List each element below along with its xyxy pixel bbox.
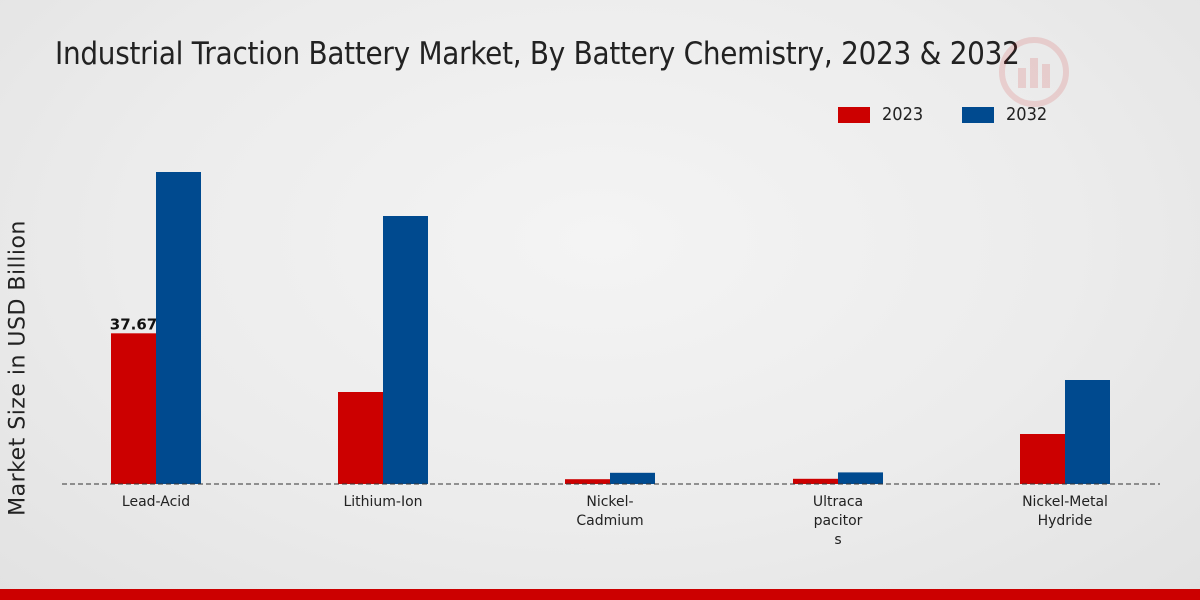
x-tick-label-nickel-cadmium: Nickel-Cadmium (576, 494, 643, 529)
x-tick-label-ultracapacitors: Ultraca pacitor s (813, 494, 863, 548)
bar-2032-ultracapacitors (838, 472, 883, 484)
bar-2032-nickel-cadmium (610, 472, 655, 484)
bar-2023-nickel-metal-hydride (1020, 434, 1065, 484)
x-tick-label-lead-acid: Lead-Acid (122, 494, 190, 510)
legend-swatch-2032 (961, 106, 994, 123)
bar-2032-lithium-ion (383, 216, 428, 484)
legend-label-2023: 2023 (882, 104, 924, 125)
bar-chart-logo-icon (999, 37, 1069, 107)
legend-swatch-2023 (838, 106, 870, 123)
bar-2023-nickel-cadmium (565, 479, 610, 484)
legend-label-2032: 2032 (1005, 104, 1048, 125)
legend-item-2032: 2032 (961, 104, 1052, 125)
footer-bar (0, 589, 1200, 600)
x-tick-label-nickel-metal-hydride: Nickel-Metal Hydride (1022, 494, 1108, 529)
bar-2023-lithium-ion (338, 392, 383, 484)
bar-2032-lead-acid (156, 172, 201, 484)
bar-2032-nickel-metal-hydride (1065, 380, 1110, 484)
legend-item-2023: 2023 (838, 104, 928, 125)
data-label-37.67: 37.67 (110, 315, 157, 333)
chart-title: Industrial Traction Battery Market, By B… (55, 36, 1020, 72)
legend: 2023 2032 (838, 104, 1086, 125)
bar-2023-lead-acid (111, 333, 156, 484)
x-tick-label-lithium-ion: Lithium-Ion (343, 494, 422, 510)
bar-2023-ultracapacitors (793, 478, 838, 484)
